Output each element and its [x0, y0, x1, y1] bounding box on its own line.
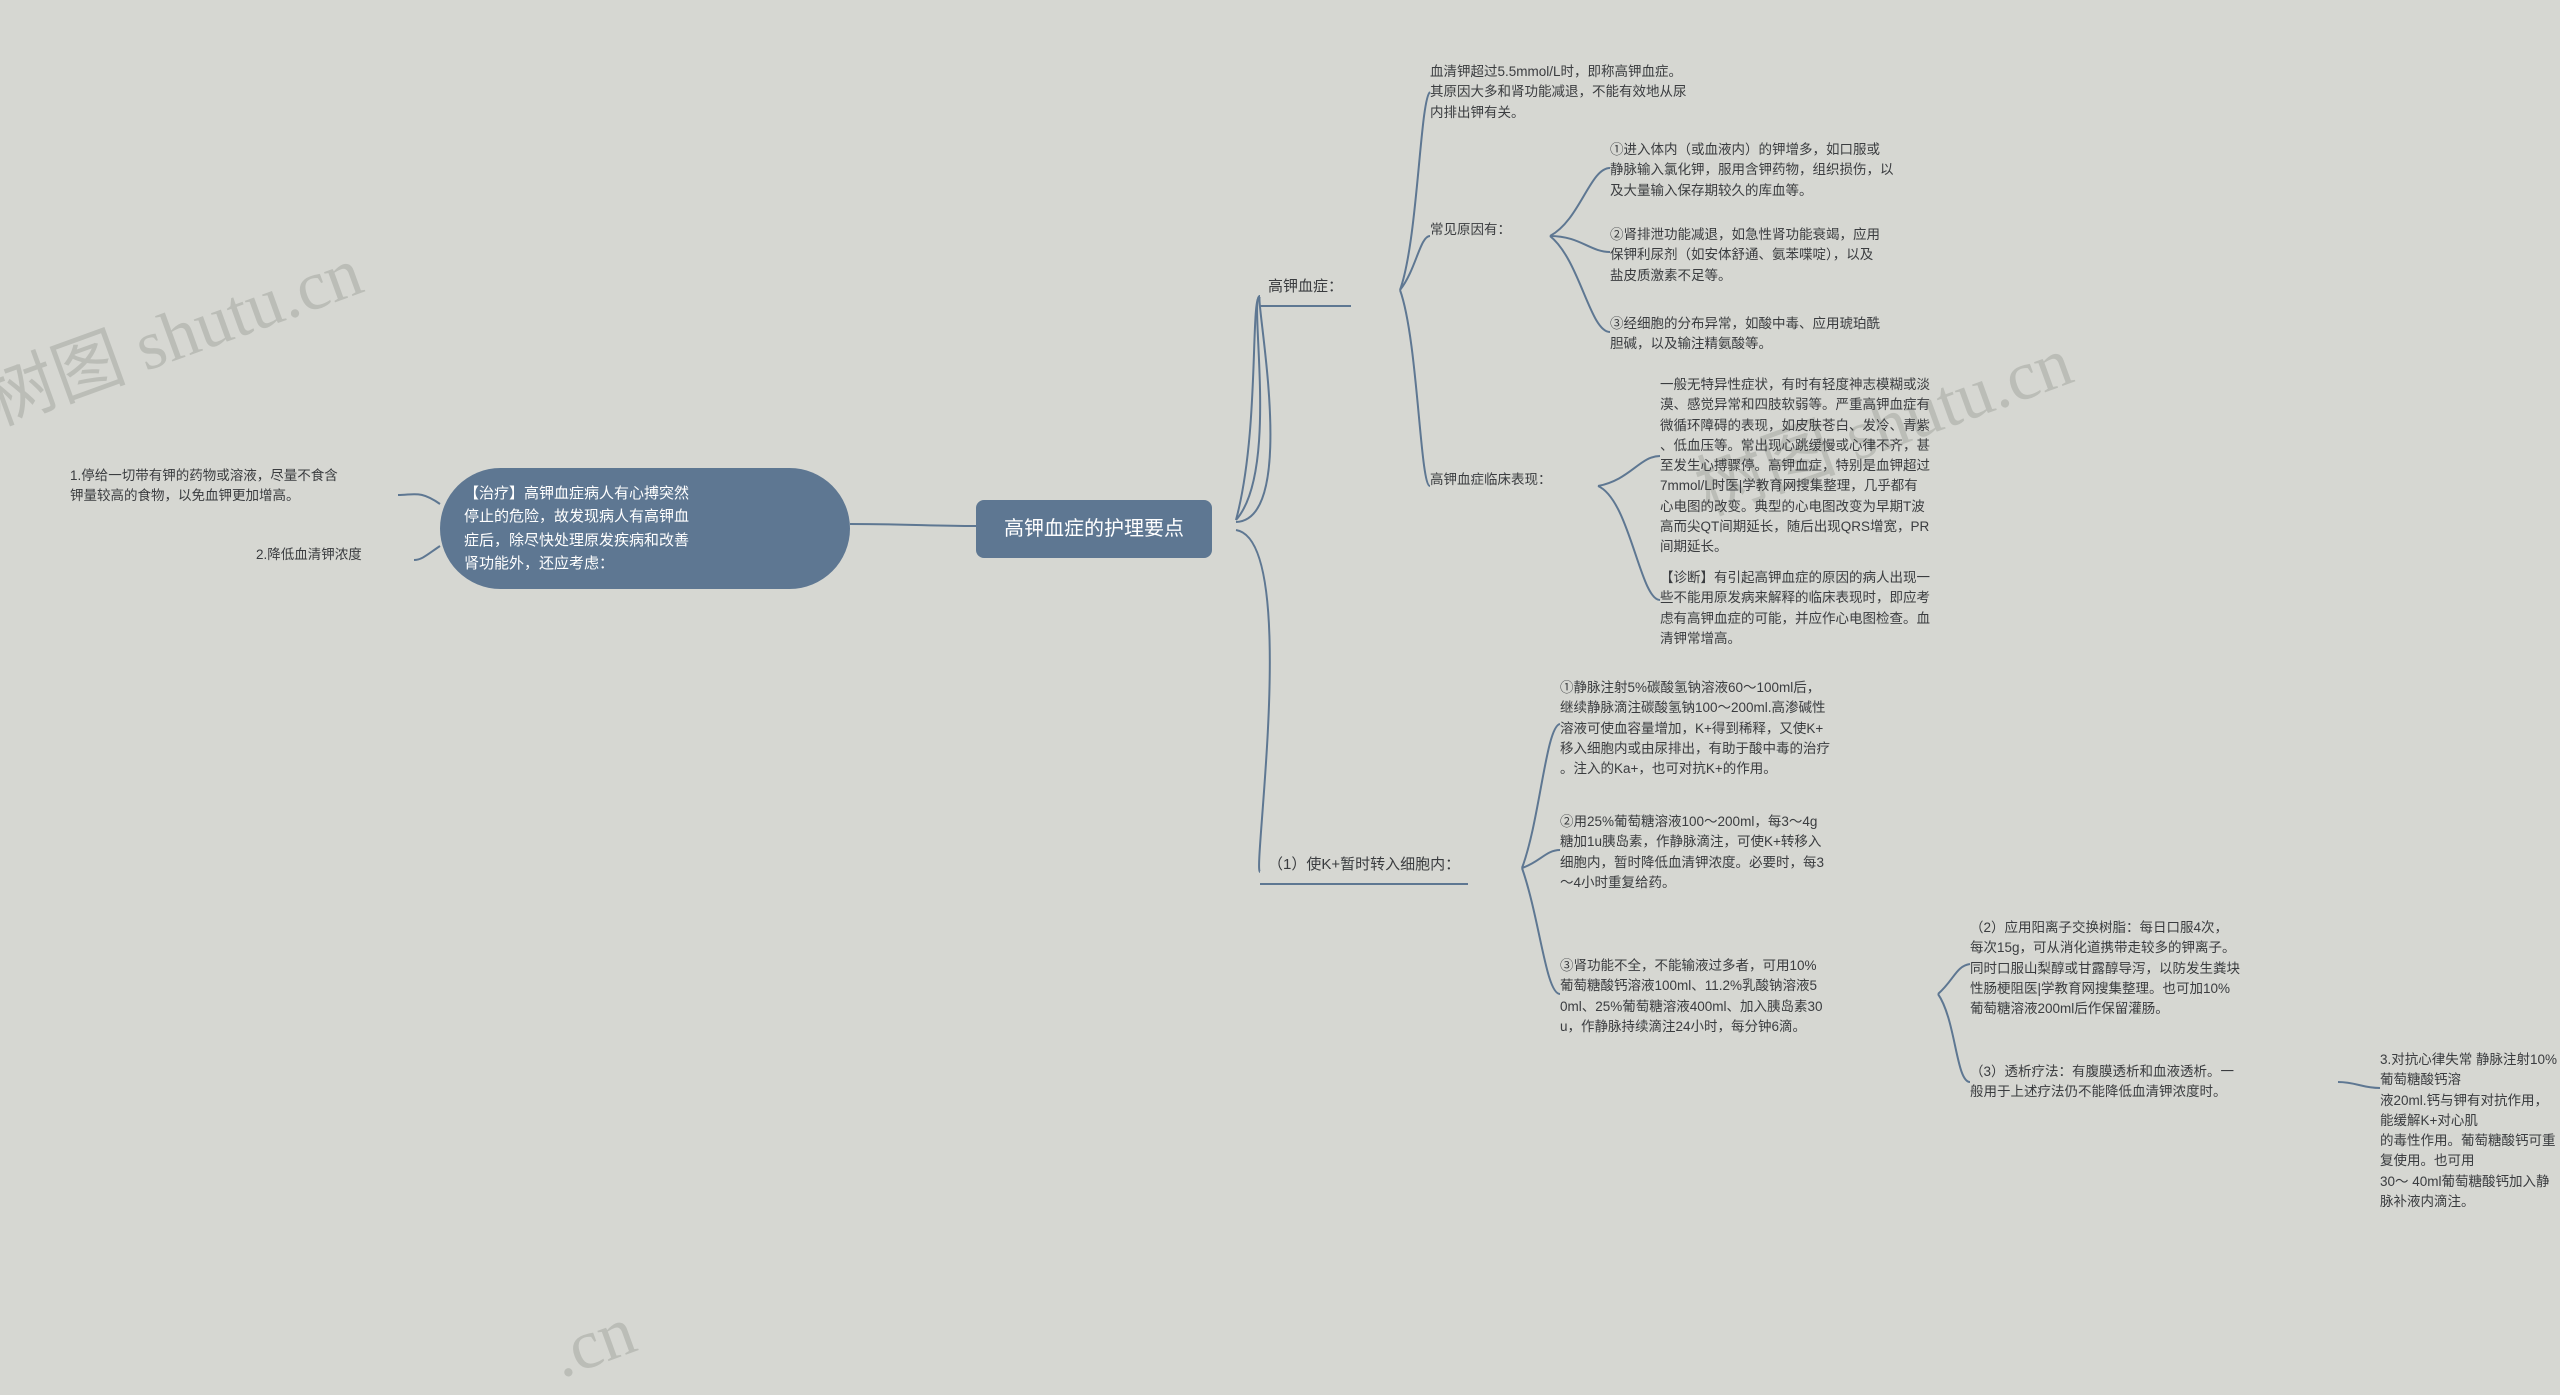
rt-clinical-2: 【诊断】有引起高钾血症的原因的病人出现一 些不能用原发病来解释的临床表现时，即应… [1660, 568, 1930, 649]
rt-cause-3: ③经细胞的分布异常，如酸中毒、应用琥珀酰 胆碱，以及输注精氨酸等。 [1610, 314, 1880, 355]
rb-sub-3a: 3.对抗心律失常 静脉注射10%葡萄糖酸钙溶 液20ml.钙与钾有对抗作用，能缓… [2380, 1050, 2560, 1212]
rb-leaf-2: ②用25%葡萄糖溶液100～200ml，每3～4g 糖加1u胰岛素，作静脉滴注，… [1560, 812, 1824, 893]
rt-leaf-def: 血清钾超过5.5mmol/L时，即称高钾血症。 其原因大多和肾功能减退，不能有效… [1430, 62, 1687, 123]
rt-cause-1: ①进入体内（或血液内）的钾增多，如口服或 静脉输入氯化钾，服用含钾药物，组织损伤… [1610, 140, 1894, 201]
left-leaf-1: 1.停给一切带有钾的药物或溶液，尽量不食含 钾量较高的食物，以免血钾更加增高。 [70, 466, 396, 507]
rb-sub-2: （2）应用阳离子交换树脂：每日口服4次， 每次15g，可从消化道携带走较多的钾离… [1970, 918, 2240, 1019]
left-node-treatment[interactable]: 【治疗】高钾血症病人有心搏突然 停止的危险，故发现病人有高钾血 症后，除尽快处理… [440, 468, 850, 589]
rt-cause-2: ②肾排泄功能减退，如急性肾功能衰竭，应用 保钾利尿剂（如安体舒通、氨苯喋啶），以… [1610, 225, 1880, 286]
rt-causes-label: 常见原因有： [1430, 220, 1511, 240]
rb-leaf-3: ③肾功能不全，不能输液过多者，可用10% 葡萄糖酸钙溶液100ml、11.2%乳… [1560, 956, 1823, 1037]
right-node-kplus[interactable]: （1）使K+暂时转入细胞内： [1260, 850, 1468, 885]
root-node[interactable]: 高钾血症的护理要点 [976, 500, 1212, 558]
edges [0, 0, 2560, 1375]
right-node-hyperkalemia[interactable]: 高钾血症： [1260, 272, 1351, 307]
rt-clinical-1: 一般无特异性症状，有时有轻度神志模糊或淡 漠、感觉异常和四肢软弱等。严重高钾血症… [1660, 375, 1930, 557]
rb-leaf-1: ①静脉注射5%碳酸氢钠溶液60～100ml后， 继续静脉滴注碳酸氢钠100～20… [1560, 678, 1830, 779]
rb-sub-3: （3）透析疗法：有腹膜透析和血液透析。一 般用于上述疗法仍不能降低血清钾浓度时。 [1970, 1062, 2234, 1103]
left-leaf-2: 2.降低血清钾浓度 [256, 545, 362, 565]
rt-clinical-label: 高钾血症临床表现： [1430, 470, 1552, 490]
